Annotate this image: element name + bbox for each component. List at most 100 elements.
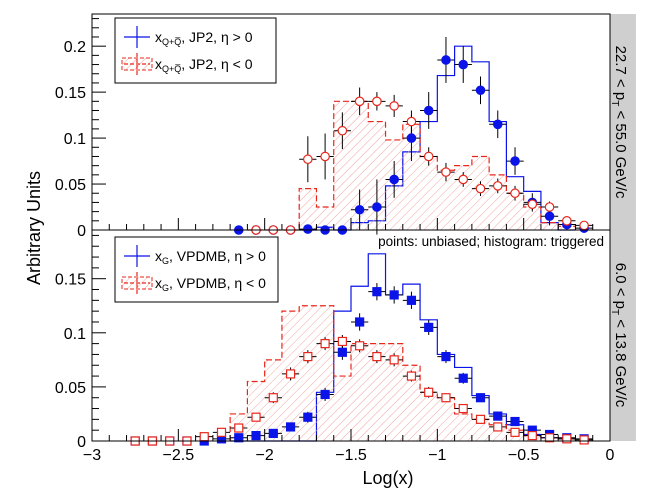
top-red-point-9 [402,110,421,133]
bottom-xtick-label-1: −2.5 [163,447,195,464]
bottom-red-point-6 [230,423,248,433]
top-red-point-12-marker [458,174,469,185]
top-blue-point-9-marker [389,174,399,185]
svg-text:xG, VPDMB, η > 0: xG, VPDMB, η > 0 [155,248,266,266]
bottom-red-point-12-marker [337,336,347,347]
bottom-red-point-16 [402,370,421,382]
bottom-red-point-18 [437,393,455,403]
bottom-xtick-label-4: −1 [428,447,446,464]
top-red-point-3-marker [303,154,313,165]
bottom-red-point-9 [281,367,300,381]
bottom-red-hist-fill [230,305,576,441]
bottom-blue-point-8 [264,428,282,439]
top-blue-point-16-marker [510,156,520,166]
top-blue-point-10-marker [406,133,417,143]
top-blue-point-13-marker [458,59,469,70]
bottom-red-point-4-marker [199,432,209,442]
bottom-red-point-20-marker [475,414,486,424]
bottom-blue-point-18-marker [441,352,451,362]
bottom-blue-point-13 [351,313,369,331]
top-blue-point-11-marker [423,105,434,116]
bottom-ytick-label-3: 0.15 [55,272,86,289]
top-blue-point-14 [471,76,490,105]
bottom-xtick-label-6: 0 [606,447,615,464]
top-blue-point-18-marker [544,211,555,222]
bottom-red-point-23-marker [527,430,537,441]
top-red-point-5-marker [337,125,348,136]
bottom-red-point-21-marker [493,422,503,432]
bottom-legend: xG, VPDMB, η > 0 xG, VPDMB, η < 0 [114,236,279,303]
top-red-point-11-marker [441,167,451,177]
top-red-point-6 [351,87,369,116]
top-red-point-14-marker [492,181,503,191]
top-red-point-9-marker [406,116,417,127]
top-red-point-17-marker [544,202,555,212]
top-blue-point-14-marker [475,85,486,96]
top-side-label-sub: T [609,100,620,106]
bottom-legend-entry-2: xG, VPDMB, η < 0 [121,272,266,294]
bottom-ytick-label-0: 0 [77,434,86,451]
top-red-point-13-marker [475,183,486,194]
bottom-blue-point-12-marker [337,347,347,357]
bottom-red-point-26 [575,435,593,445]
bottom-xtick-label-2: −2 [256,447,274,464]
bottom-blue-point-16-marker [406,295,417,305]
top-red-point-8 [385,94,403,117]
bottom-side-label: 6.0 < pT < 13.8 GeV/c [609,263,629,408]
top-red-point-15 [506,185,524,201]
top-blue-point-8 [368,179,386,235]
top-blue-point-18 [540,207,559,226]
bottom-red-point-18-marker [441,393,451,403]
bottom-blue-point-22 [506,416,524,427]
top-blue-point-4-marker [303,224,313,234]
bottom-blue-point-17 [420,319,438,335]
top-red-point-13 [471,181,490,196]
bottom-red-point-9-marker [285,369,296,379]
top-blue-point-8-marker [372,202,382,212]
bottom-red-point-24 [540,433,559,443]
bottom-red-point-20 [471,414,490,424]
bottom-red-point-22-marker [510,427,520,437]
bottom-red-point-25 [558,434,576,444]
bottom-red-point-23 [523,430,541,441]
top-red-point-10 [420,147,438,166]
bottom-blue-point-8-marker [268,428,278,439]
bottom-red-point-12 [333,334,351,348]
top-side-bar [610,14,636,230]
x-axis-title: Log(x) [362,468,413,488]
bottom-blue-point-9 [281,422,300,432]
bottom-blue-point-14-marker [372,287,382,297]
bottom-red-point-7 [247,412,265,422]
top-red-point-12 [454,172,472,187]
bottom-ytick-label-2: 0.1 [64,326,86,343]
top-red-point-17 [540,201,559,213]
top-red-point-8-marker [389,101,399,111]
top-blue-point-12 [437,36,455,83]
bottom-panel: 0 0.05 0.1 0.15 −3 −2.5 −2 −1.5 −1 −0.5 0 [55,229,615,464]
bottom-blue-point-9-marker [285,422,296,432]
top-blue-point-7-marker [354,204,365,215]
top-red-point-5 [333,112,351,150]
svg-text:xQ+Q̅, JP2, η < 0: xQ+Q̅, JP2, η < 0 [155,56,253,74]
bottom-red-point-8-marker [268,393,278,403]
bottom-red-point-21 [489,422,507,432]
bottom-red-point-17 [420,386,438,398]
bottom-xtick-label-5: −0.5 [508,447,540,464]
bottom-side-label-sub: T [609,309,620,315]
bottom-red-point-14-marker [372,352,382,362]
top-blue-point-9 [385,161,403,198]
top-red-point-10-marker [423,151,434,162]
top-legend-1-sub: Q+Q̅ [162,37,181,47]
bottom-red-point-25-marker [562,434,572,444]
bottom-blue-point-6 [230,433,248,443]
bottom-ytick-label-1: 0.05 [55,380,86,397]
top-red-point-7 [368,92,386,111]
top-red-point-11 [437,162,455,182]
bottom-red-point-4 [195,432,213,442]
bottom-blue-point-6-marker [234,433,244,443]
top-legend-box [114,17,277,84]
top-blue-point-4 [299,224,317,234]
top-blue-point-16 [506,147,524,175]
bottom-blue-point-20-marker [475,393,486,403]
